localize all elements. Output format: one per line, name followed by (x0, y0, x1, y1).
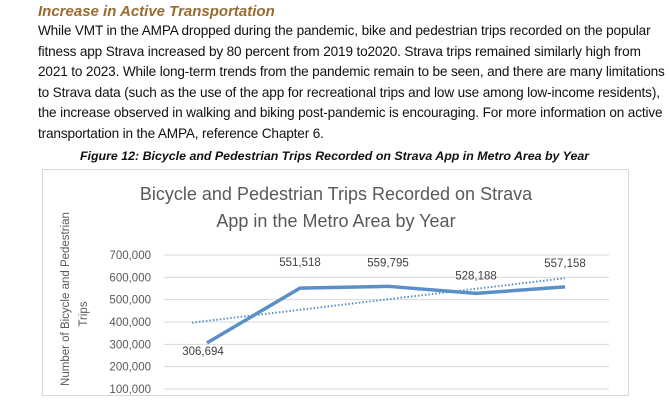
chart-frame: Bicycle and Pedestrian Trips Recorded on… (42, 168, 629, 396)
data-label: 551,518 (279, 257, 321, 269)
y-tick-label: 700,000 (109, 250, 151, 262)
chart-title-line2: App in the Metro Area by Year (216, 211, 455, 231)
y-tick-label: 500,000 (109, 294, 151, 306)
data-label: 306,694 (182, 345, 224, 357)
data-label: 528,188 (455, 270, 497, 282)
data-label: 559,795 (367, 257, 409, 269)
y-tick-label: 100,000 (109, 384, 151, 396)
chart-title-line1: Bicycle and Pedestrian Trips Recorded on… (140, 184, 533, 204)
body-paragraph: While VMT in the AMPA dropped during the… (38, 23, 665, 141)
y-axis-label-line1: Number of Bicycle and Pedestrian (60, 212, 72, 386)
y-tick-label: 200,000 (109, 361, 151, 373)
y-tick-label: 600,000 (109, 272, 151, 284)
section-heading: Increase in Active Transportation (38, 3, 275, 20)
y-axis-label-line2: Trips (78, 301, 90, 326)
series-line (206, 284, 566, 344)
y-tick-label: 300,000 (109, 339, 151, 351)
data-label: 557,158 (544, 257, 586, 269)
figure-caption: Figure 12: Bicycle and Pedestrian Trips … (79, 148, 590, 163)
y-tick-label: 400,000 (109, 317, 151, 329)
